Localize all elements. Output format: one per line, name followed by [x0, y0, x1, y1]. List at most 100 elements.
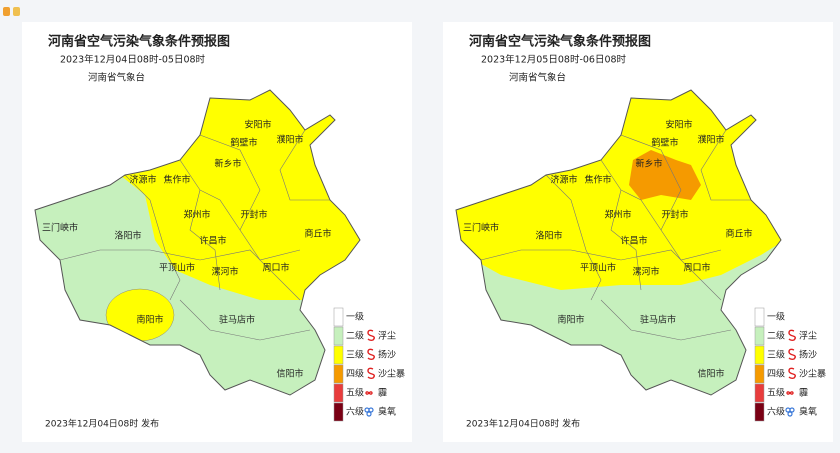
city-label: 驻马店市: [219, 314, 255, 326]
city-border: [570, 249, 722, 301]
legend-swatch: [333, 307, 344, 327]
city-label: 焦作市: [163, 174, 190, 186]
map-panel: 河南省空气污染气象条件预报图 2023年12月05日08时-06日08时河南省气象…: [443, 22, 833, 442]
legend-level: 四级: [346, 368, 364, 380]
city-label: 开封市: [240, 209, 267, 221]
legend-phenomenon: 扬沙: [378, 349, 396, 361]
city-label: 郑州市: [604, 209, 631, 221]
city-label: 安阳市: [244, 119, 271, 131]
legend-level: 六级: [767, 406, 785, 418]
legend-swatch: [754, 345, 765, 365]
phenomenon-icon: [788, 348, 796, 361]
city-label: 周口市: [262, 262, 289, 274]
city-label: 漯河市: [211, 266, 238, 278]
phenomenon-icon: [367, 329, 375, 342]
legend-level: 五级: [767, 387, 785, 399]
city-label: 焦作市: [584, 174, 611, 186]
phenomenon-icon: [786, 391, 794, 395]
legend-level: 三级: [767, 349, 785, 361]
phenomenon-icon: [787, 411, 793, 417]
city-label: 商丘市: [304, 228, 331, 240]
phenomenon-icon: [789, 407, 795, 413]
city-label: 济源市: [129, 174, 156, 186]
city-label: 信阳市: [276, 368, 303, 380]
city-label: 信阳市: [697, 368, 724, 380]
city-label: 平顶山市: [159, 262, 195, 274]
city-label: 平顶山市: [580, 262, 616, 274]
city-label: 洛阳市: [114, 230, 141, 242]
city-border: [620, 189, 662, 231]
city-label: 三门峡市: [42, 222, 78, 234]
quote-icon: [3, 7, 20, 16]
legend-swatch: [754, 326, 765, 346]
city-label: 南阳市: [136, 314, 163, 326]
city-label: 济源市: [550, 174, 577, 186]
phenomenon-icon: [368, 407, 374, 413]
city-label: 驻马店市: [640, 314, 676, 326]
map-time: 2023年12月05日08时-06日08时: [481, 54, 627, 66]
level-4-area: [629, 150, 701, 200]
map-time: 2023年12月04日08时-05日08时: [60, 54, 206, 66]
city-border: [199, 189, 241, 231]
map-issuer: 河南省气象台: [509, 72, 566, 84]
legend-level: 二级: [767, 330, 785, 342]
legend-level: 二级: [346, 330, 364, 342]
city-border: [700, 129, 751, 201]
legend-phenomenon: 臭氧: [799, 406, 817, 418]
city-label: 新乡市: [635, 158, 662, 170]
city-border: [480, 249, 571, 261]
legend-swatch: [333, 326, 344, 346]
phenomenon-icon: [788, 329, 796, 342]
city-label: 濮阳市: [276, 134, 303, 146]
province-outline: [455, 89, 782, 396]
city-label: 三门峡市: [463, 222, 499, 234]
legend-level: 四级: [767, 368, 785, 380]
map-panel: 河南省空气污染气象条件预报图 2023年12月04日08时-05日08时河南省气象…: [22, 22, 412, 442]
legend-phenomenon: 扬沙: [799, 349, 817, 361]
city-label: 南阳市: [557, 314, 584, 326]
legend-level: 一级: [767, 311, 785, 323]
legend-phenomenon: 霾: [799, 388, 808, 399]
city-border: [620, 134, 722, 261]
city-label: 安阳市: [665, 119, 692, 131]
legend-swatch: [333, 383, 344, 403]
city-border: [59, 249, 150, 261]
city-label: 漯河市: [632, 266, 659, 278]
city-border: [600, 159, 642, 291]
map-title: 河南省空气污染气象条件预报图: [469, 34, 651, 50]
city-label: 鹤壁市: [651, 137, 678, 149]
legend-level: 三级: [346, 349, 364, 361]
legend-phenomenon: 浮尘: [378, 330, 396, 342]
city-border: [199, 134, 301, 261]
city-border: [149, 249, 301, 301]
city-border: [279, 129, 330, 201]
phenomenon-icon: [366, 411, 372, 417]
legend-phenomenon: 臭氧: [378, 406, 396, 418]
phenomenon-icon: [367, 348, 375, 361]
city-label: 开封市: [661, 209, 688, 221]
map-title: 河南省空气污染气象条件预报图: [48, 34, 230, 50]
phenomenon-icon: [367, 367, 375, 380]
map-footer: 2023年12月04日08时 发布: [45, 418, 159, 430]
map-footer: 2023年12月04日08时 发布: [466, 418, 580, 430]
province-outline: [34, 89, 361, 396]
city-border: [179, 159, 221, 291]
map-issuer: 河南省气象台: [88, 72, 145, 84]
legend-phenomenon: 沙尘暴: [799, 369, 826, 380]
legend-phenomenon: 浮尘: [799, 330, 817, 342]
city-label: 许昌市: [620, 235, 647, 247]
city-border: [179, 299, 311, 341]
legend-swatch: [754, 402, 765, 422]
legend-phenomenon: 霾: [378, 388, 387, 399]
legend-swatch: [754, 307, 765, 327]
phenomenon-icon: [788, 367, 796, 380]
city-label: 洛阳市: [535, 230, 562, 242]
legend-swatch: [333, 364, 344, 384]
city-label: 许昌市: [199, 235, 226, 247]
legend-level: 一级: [346, 311, 364, 323]
city-label: 新乡市: [214, 158, 241, 170]
legend-swatch: [754, 383, 765, 403]
city-label: 濮阳市: [697, 134, 724, 146]
city-label: 郑州市: [183, 209, 210, 221]
